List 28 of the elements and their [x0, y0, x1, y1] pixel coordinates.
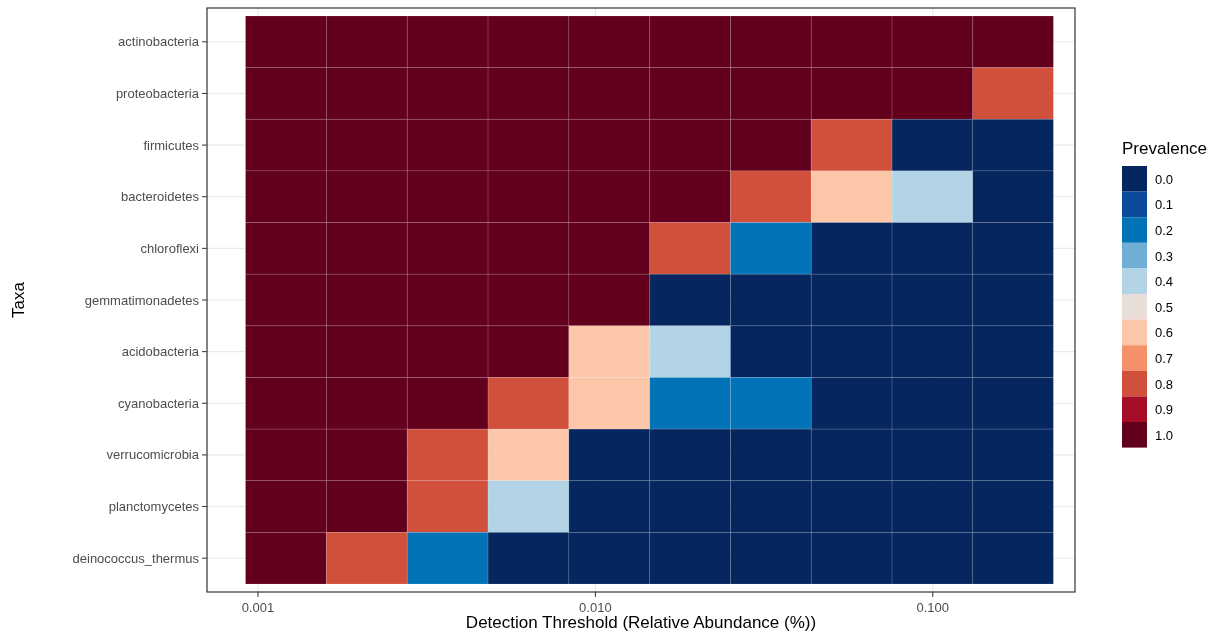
x-tick-label: 0.100	[916, 600, 950, 615]
color-bar-label: 0.3	[1155, 248, 1174, 264]
y-tick-label: deinococcus_thermus	[72, 550, 200, 566]
y-axis-title: Taxa	[9, 281, 28, 318]
x-tick-label: 0.001	[241, 600, 275, 615]
x-tick-label: 0.010	[579, 600, 612, 615]
y-tick-label: proteobacteria	[115, 85, 200, 101]
y-tick-label: acidobacteria	[121, 344, 200, 360]
y-tick-label: planctomycetes	[108, 499, 200, 515]
color-bar-label: 0.4	[1155, 274, 1174, 290]
color-bar-label: 0.5	[1155, 299, 1174, 315]
y-tick-label: verrucomicrobia	[106, 447, 200, 463]
color-bar-label: 0.1	[1155, 197, 1174, 213]
y-tick-label: gemmatimonadetes	[84, 292, 200, 308]
y-tick-label: actinobacteria	[118, 34, 200, 50]
color-bar-label: 0.2	[1155, 223, 1174, 238]
color-bar-label: 1.0	[1155, 427, 1174, 443]
x-axis-title: Detection Threshold (Relative Abundance (%))	[465, 613, 817, 632]
color-bar-label: 0.9	[1155, 402, 1174, 418]
color-bar-label: 0.6	[1155, 325, 1174, 341]
color-bar-label: 0.0	[1155, 171, 1174, 187]
color-bar-label: 0.7	[1155, 351, 1174, 366]
color-bar-title: Prevalence	[1122, 139, 1208, 158]
y-tick-label: cyanobacteria	[118, 395, 200, 411]
color-bar-label: 0.8	[1155, 376, 1174, 392]
y-tick-label: firmicutes	[143, 137, 200, 153]
y-tick-label: bacteroidetes	[120, 189, 200, 205]
y-tick-label: chloroflexi	[140, 240, 200, 256]
